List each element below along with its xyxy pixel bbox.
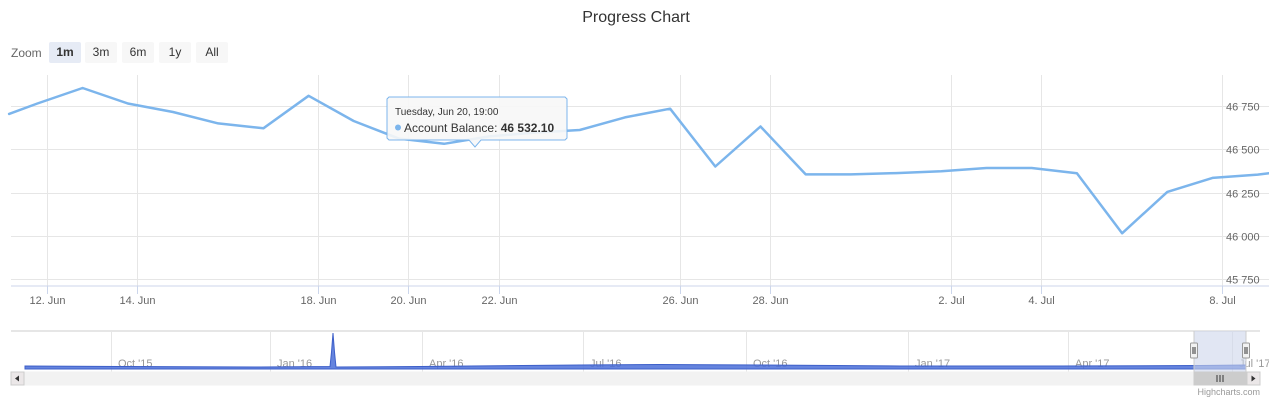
x-tick-label-22-jun: 22. Jun [481,295,517,307]
zoom-button-all-label[interactable]: All [205,45,218,59]
y-tick-label-46250: 46 250 [1226,189,1260,201]
zoom-button-all[interactable]: All [196,42,228,63]
x-tick-label-2-jul: 2. Jul [938,295,964,307]
zoom-button-6m[interactable]: 6m [122,42,154,63]
tooltip-box [386,96,568,148]
x-tick-label-12-jun: 12. Jun [29,295,65,307]
y-tick-label-46000: 46 000 [1226,232,1260,244]
chart-title: Progress Chart [582,9,690,26]
tooltip-series-name: Account Balance [404,121,494,135]
navigator-handle-left-body[interactable] [1190,342,1198,359]
zoom-button-1y[interactable]: 1y [159,42,191,63]
zoom-button-all-bg[interactable] [196,42,228,63]
navigator[interactable]: Oct '15 Jan '16 Apr '16 Jul '16 Oct '16 Jan '… [11,330,1269,372]
x-tick-label-18-jun: 18. Jun [300,295,336,307]
y-tick-label-46500: 46 500 [1226,145,1260,157]
zoom-button-3m[interactable]: 3m [85,42,117,63]
zoom-button-1m-bg[interactable] [49,42,81,63]
x-axis-labels: 12. Jun 14. Jun 18. Jun 20. Jun 22. Jun 26. J… [29,295,1235,307]
chevron-right-icon[interactable] [1251,375,1256,382]
tooltip-series-line: Account Balance: 46 532.10 [404,121,554,135]
navigator-handle-right-body[interactable] [1242,342,1250,359]
tooltip-colon: : [494,121,501,135]
navigator-series-area [24,332,1247,370]
series-account-balance [7,86,1269,235]
zoom-button-3m-bg[interactable] [85,42,117,63]
scrollbar-track[interactable] [10,371,1261,386]
x-tick-label-26-jun: 26. Jun [662,295,698,307]
x-tick-label-14-jun: 14. Jun [119,295,155,307]
chevron-left-icon[interactable] [15,375,19,382]
zoom-button-1m[interactable]: 1m [49,42,81,63]
x-axis-ticks [47,286,1223,294]
credits-link[interactable]: Highcharts.com [1197,387,1260,397]
tooltip-value: 46 532.10 [501,121,555,135]
range-selector: Zoom 1m 3m 6m 1y All [11,42,228,63]
zoom-button-1y-bg[interactable] [159,42,191,63]
tooltip: Tuesday, Jun 20, 19:00 Account Balance: … [386,96,568,148]
zoom-label: Zoom [11,46,42,60]
x-tick-label-8-jul: 8. Jul [1209,295,1235,307]
zoom-button-1m-label[interactable]: 1m [56,45,73,59]
x-tick-label-20-jun: 20. Jun [390,295,426,307]
tooltip-date: Tuesday, Jun 20, 19:00 [395,107,499,118]
zoom-button-6m-bg[interactable] [122,42,154,63]
zoom-button-1y-label[interactable]: 1y [169,45,182,59]
y-axis-labels: 45 750 46 000 46 250 46 500 46 750 [1226,102,1260,287]
tooltip-series-marker [395,124,401,131]
navigator-selected-range[interactable] [1194,331,1246,372]
x-tick-label-4-jul: 4. Jul [1028,295,1054,307]
y-tick-label-45750: 45 750 [1226,275,1260,287]
series-line-account-balance [7,86,1269,235]
y-tick-label-46750: 46 750 [1226,102,1260,114]
y-gridlines [11,106,1269,280]
scrollbar[interactable] [10,371,1261,386]
x-tick-label-28-jun: 28. Jun [752,295,788,307]
navigator-handle-left[interactable] [1190,342,1198,359]
zoom-button-6m-label[interactable]: 6m [130,45,147,59]
zoom-button-3m-label[interactable]: 3m [93,45,110,59]
navigator-handle-right[interactable] [1242,342,1250,359]
